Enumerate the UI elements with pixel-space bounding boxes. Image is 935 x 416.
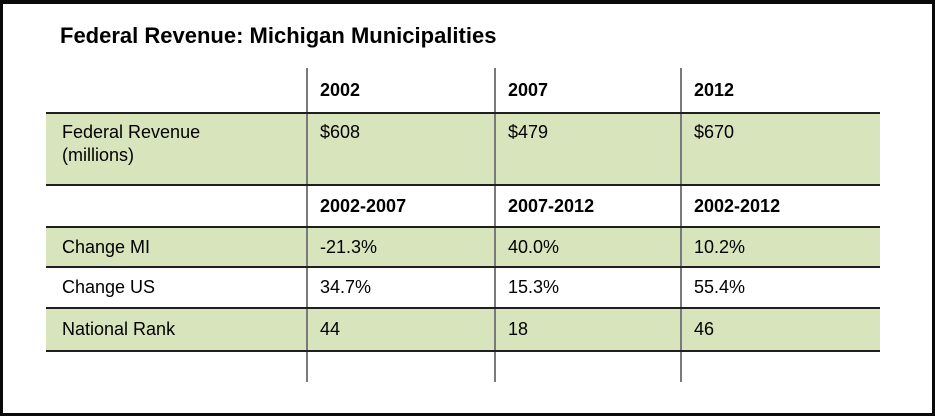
cell-national-rank-2007-2012: 18 xyxy=(494,309,680,350)
cell-federal-revenue-2012: $670 xyxy=(680,114,880,184)
col-header-2007: 2007 xyxy=(494,68,680,112)
row-label-change-us: Change US xyxy=(62,277,156,297)
col-header-2002: 2002 xyxy=(306,68,494,112)
cell-change-mi-2007-2012: 40.0% xyxy=(494,228,680,266)
tail-blank-cell xyxy=(46,352,306,382)
col-header-2012: 2012 xyxy=(680,68,880,112)
federal-revenue-table: 2002 2007 2012 Federal Revenue (millions… xyxy=(46,68,880,382)
cell-change-mi-2002-2012: 10.2% xyxy=(680,228,880,266)
col-header-2002-2012: 2002-2012 xyxy=(680,186,880,226)
tail-rule-col-2 xyxy=(494,352,680,382)
cell-change-us-2002-2012: 55.4% xyxy=(680,268,880,307)
cell-change-mi-2002-2007: -21.3% xyxy=(306,228,494,266)
cell-federal-revenue-2002: $608 xyxy=(306,114,494,184)
table-row-national-rank: National Rank 44 18 46 xyxy=(46,309,880,352)
cell-national-rank-2002-2012: 46 xyxy=(680,309,880,350)
period-header-row: 2002-2007 2007-2012 2002-2012 xyxy=(46,186,880,226)
table-tail-rules xyxy=(46,352,880,382)
row-label-federal-revenue-text: Federal Revenue (millions) xyxy=(62,121,200,166)
cell-change-us-2007-2012: 15.3% xyxy=(494,268,680,307)
table-row-change-us: Change US 34.7% 15.3% 55.4% xyxy=(46,268,880,309)
year-header-row: 2002 2007 2012 xyxy=(46,68,880,112)
period-header-blank-cell xyxy=(46,186,306,226)
row-label-federal-revenue: Federal Revenue (millions) xyxy=(46,114,306,184)
row-label-line-2: (millions) xyxy=(62,144,134,165)
tail-rule-col-1 xyxy=(306,352,494,382)
row-label-national-rank: National Rank xyxy=(62,319,176,339)
col-header-2002-2007: 2002-2007 xyxy=(306,186,494,226)
page-title: Federal Revenue: Michigan Municipalities xyxy=(60,23,497,48)
year-header-blank-cell xyxy=(46,68,306,112)
tail-rule-col-3 xyxy=(680,352,880,382)
cell-federal-revenue-2007: $479 xyxy=(494,114,680,184)
row-label-change-mi: Change MI xyxy=(62,236,151,257)
table-row-change-mi: Change MI -21.3% 40.0% 10.2% xyxy=(46,226,880,268)
row-label-line-1: Federal Revenue xyxy=(62,122,201,142)
cell-national-rank-2002-2007: 44 xyxy=(306,309,494,350)
table-row-federal-revenue: Federal Revenue (millions) $608 $479 $67… xyxy=(46,112,880,186)
cell-change-us-2002-2007: 34.7% xyxy=(306,268,494,307)
col-header-2007-2012: 2007-2012 xyxy=(494,186,680,226)
